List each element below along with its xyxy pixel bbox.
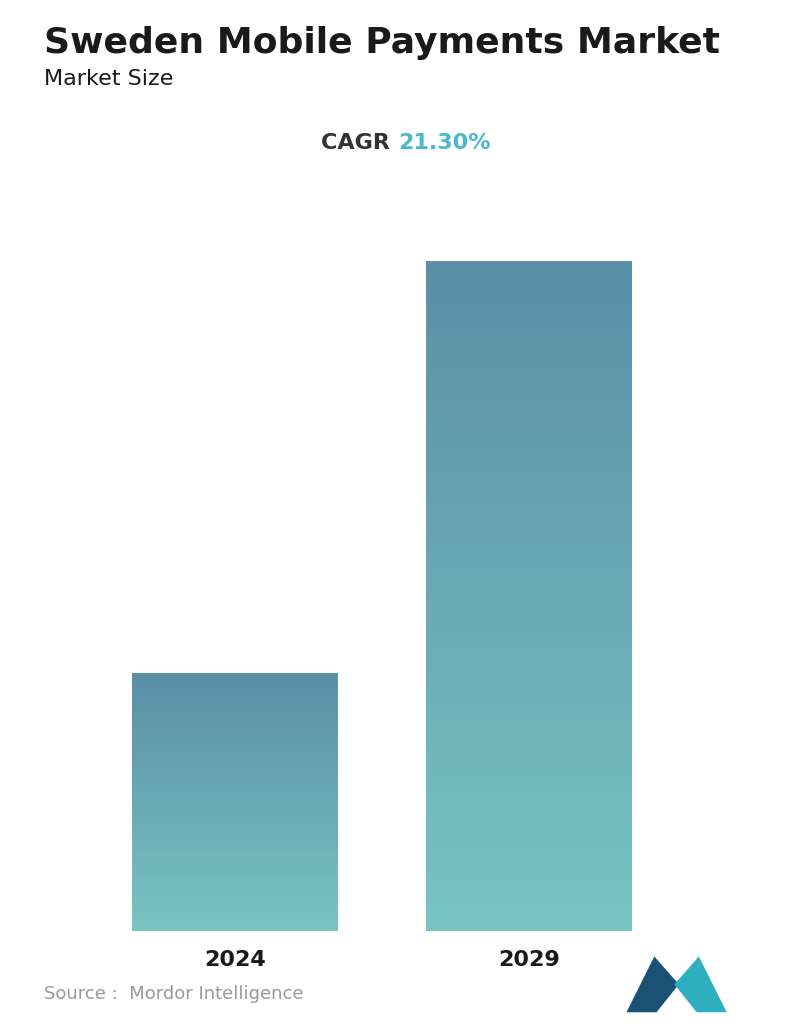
Text: Sweden Mobile Payments Market: Sweden Mobile Payments Market (44, 26, 720, 60)
Text: Source :  Mordor Intelligence: Source : Mordor Intelligence (44, 985, 303, 1003)
Text: 21.30%: 21.30% (398, 132, 490, 153)
Text: CAGR: CAGR (322, 132, 398, 153)
Text: Market Size: Market Size (44, 69, 174, 89)
